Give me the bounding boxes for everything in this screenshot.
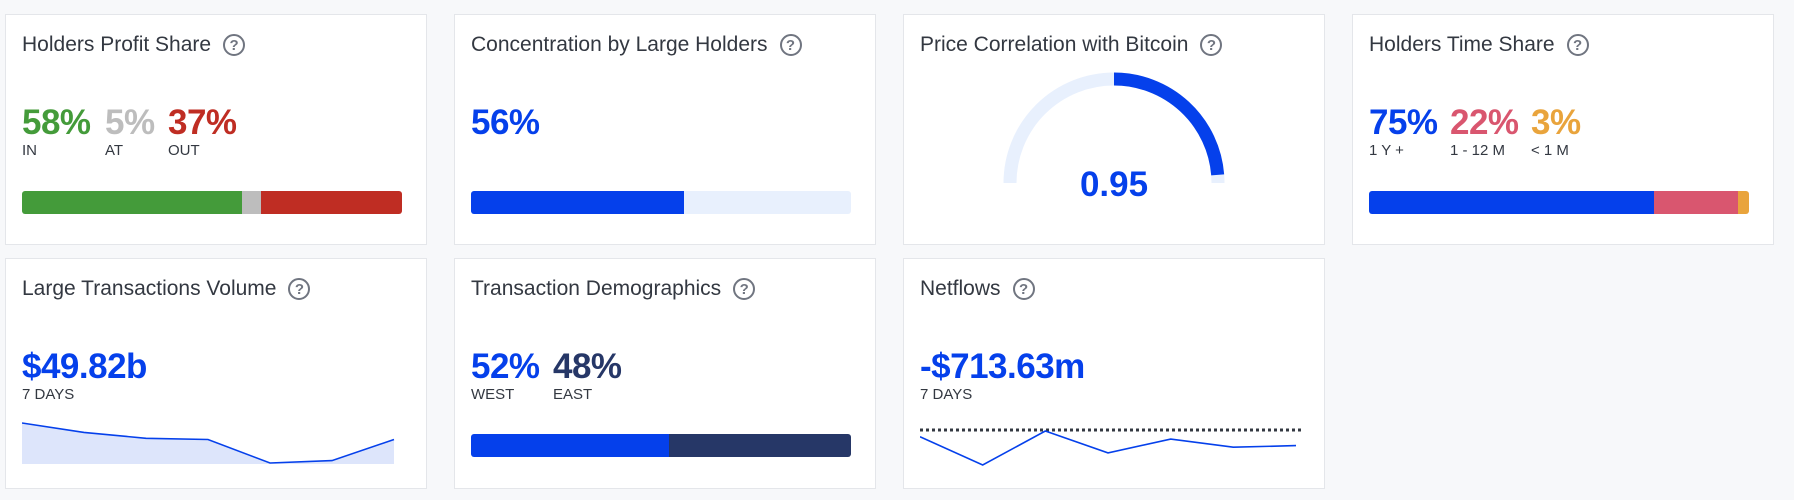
gauge-fill bbox=[1113, 72, 1225, 176]
netflows-stat: -$713.63m 7 DAYS bbox=[920, 349, 1085, 403]
sparkline-line bbox=[22, 422, 395, 464]
netflows-title: Netflows bbox=[920, 277, 1001, 300]
short-term-stat: 3% < 1 M bbox=[1531, 105, 1581, 159]
short-term-label: < 1 M bbox=[1531, 142, 1569, 159]
out-stat: 37% OUT bbox=[168, 105, 237, 159]
in-stat: 58% IN bbox=[22, 105, 91, 159]
long-term-value: 75% bbox=[1369, 103, 1438, 142]
holders-time-share-card: Holders Time Share ? 75% 1 Y + 22% 1 - 1… bbox=[1352, 14, 1774, 245]
mid-term-value: 22% bbox=[1450, 103, 1519, 142]
holders-time-share-title: Holders Time Share bbox=[1369, 33, 1555, 56]
help-icon[interactable]: ? bbox=[288, 278, 311, 300]
netflows-sparkline bbox=[920, 428, 1304, 466]
correlation-value: 0.95 bbox=[1079, 165, 1149, 204]
netflows-card: Netflows ? -$713.63m 7 DAYS bbox=[903, 258, 1325, 489]
help-icon[interactable]: ? bbox=[1200, 34, 1223, 56]
out-value: 37% bbox=[168, 103, 237, 142]
east-segment bbox=[668, 434, 851, 457]
large-transactions-value: $49.82b bbox=[22, 347, 147, 386]
help-icon[interactable]: ? bbox=[223, 34, 246, 56]
card-title: Large Transactions Volume ? bbox=[22, 277, 311, 301]
west-stat: 52% WEST bbox=[471, 349, 540, 403]
transaction-demographics-title: Transaction Demographics bbox=[471, 277, 722, 300]
card-title: Holders Time Share ? bbox=[1369, 33, 1589, 57]
holders-profit-share-card: Holders Profit Share ? 58% IN 5% AT 37% … bbox=[5, 14, 427, 245]
card-title: Transaction Demographics ? bbox=[471, 277, 756, 301]
help-icon[interactable]: ? bbox=[1012, 278, 1035, 300]
netflows-period: 7 DAYS bbox=[920, 386, 973, 403]
west-value: 52% bbox=[471, 347, 540, 386]
large-transactions-stat: $49.82b 7 DAYS bbox=[22, 349, 147, 403]
sparkline-line bbox=[920, 430, 1297, 466]
sparkline-area bbox=[22, 423, 394, 464]
west-segment bbox=[471, 434, 669, 457]
time-share-bar bbox=[1369, 191, 1749, 214]
long-term-label: 1 Y + bbox=[1369, 142, 1404, 159]
correlation-gauge bbox=[1003, 72, 1225, 184]
long-term-stat: 75% 1 Y + bbox=[1369, 105, 1438, 159]
at-label: AT bbox=[105, 142, 124, 159]
west-label: WEST bbox=[471, 386, 515, 403]
in-label: IN bbox=[22, 142, 37, 159]
card-title: Netflows ? bbox=[920, 277, 1035, 301]
concentration-bar bbox=[471, 191, 851, 214]
mid-term-stat: 22% 1 - 12 M bbox=[1450, 105, 1519, 159]
east-stat: 48% EAST bbox=[553, 349, 622, 403]
out-label: OUT bbox=[168, 142, 200, 159]
concentration-stat: 56% bbox=[471, 105, 540, 140]
help-icon[interactable]: ? bbox=[1566, 34, 1589, 56]
concentration-card: Concentration by Large Holders ? 56% bbox=[454, 14, 876, 245]
card-title: Concentration by Large Holders ? bbox=[471, 33, 802, 57]
large-transactions-sparkline bbox=[22, 422, 395, 464]
profit-out-segment bbox=[261, 191, 402, 214]
at-stat: 5% AT bbox=[105, 105, 155, 159]
large-transactions-title: Large Transactions Volume bbox=[22, 277, 277, 300]
card-title: Holders Profit Share ? bbox=[22, 33, 246, 57]
large-transactions-card: Large Transactions Volume ? $49.82b 7 DA… bbox=[5, 258, 427, 489]
help-icon[interactable]: ? bbox=[733, 278, 756, 300]
east-label: EAST bbox=[553, 386, 593, 403]
price-correlation-title: Price Correlation with Bitcoin bbox=[920, 33, 1189, 56]
at-value: 5% bbox=[105, 103, 155, 142]
time-short-segment bbox=[1737, 191, 1749, 214]
netflows-value: -$713.63m bbox=[920, 347, 1085, 386]
time-long-segment bbox=[1369, 191, 1654, 214]
concentration-fill bbox=[471, 191, 684, 214]
mid-term-label: 1 - 12 M bbox=[1450, 142, 1506, 159]
large-transactions-period: 7 DAYS bbox=[22, 386, 75, 403]
demographics-bar bbox=[471, 434, 851, 457]
help-icon[interactable]: ? bbox=[779, 34, 802, 56]
time-mid-segment bbox=[1654, 191, 1738, 214]
concentration-value: 56% bbox=[471, 103, 540, 142]
holders-profit-share-title: Holders Profit Share bbox=[22, 33, 212, 56]
transaction-demographics-card: Transaction Demographics ? 52% WEST 48% … bbox=[454, 258, 876, 489]
profit-in-segment bbox=[22, 191, 243, 214]
profit-share-bar bbox=[22, 191, 402, 214]
price-correlation-card: Price Correlation with Bitcoin ? 0.95 bbox=[903, 14, 1325, 245]
in-value: 58% bbox=[22, 103, 91, 142]
east-value: 48% bbox=[553, 347, 622, 386]
short-term-value: 3% bbox=[1531, 103, 1581, 142]
card-title: Price Correlation with Bitcoin ? bbox=[920, 33, 1223, 57]
profit-at-segment bbox=[242, 191, 262, 214]
concentration-title: Concentration by Large Holders bbox=[471, 33, 768, 56]
